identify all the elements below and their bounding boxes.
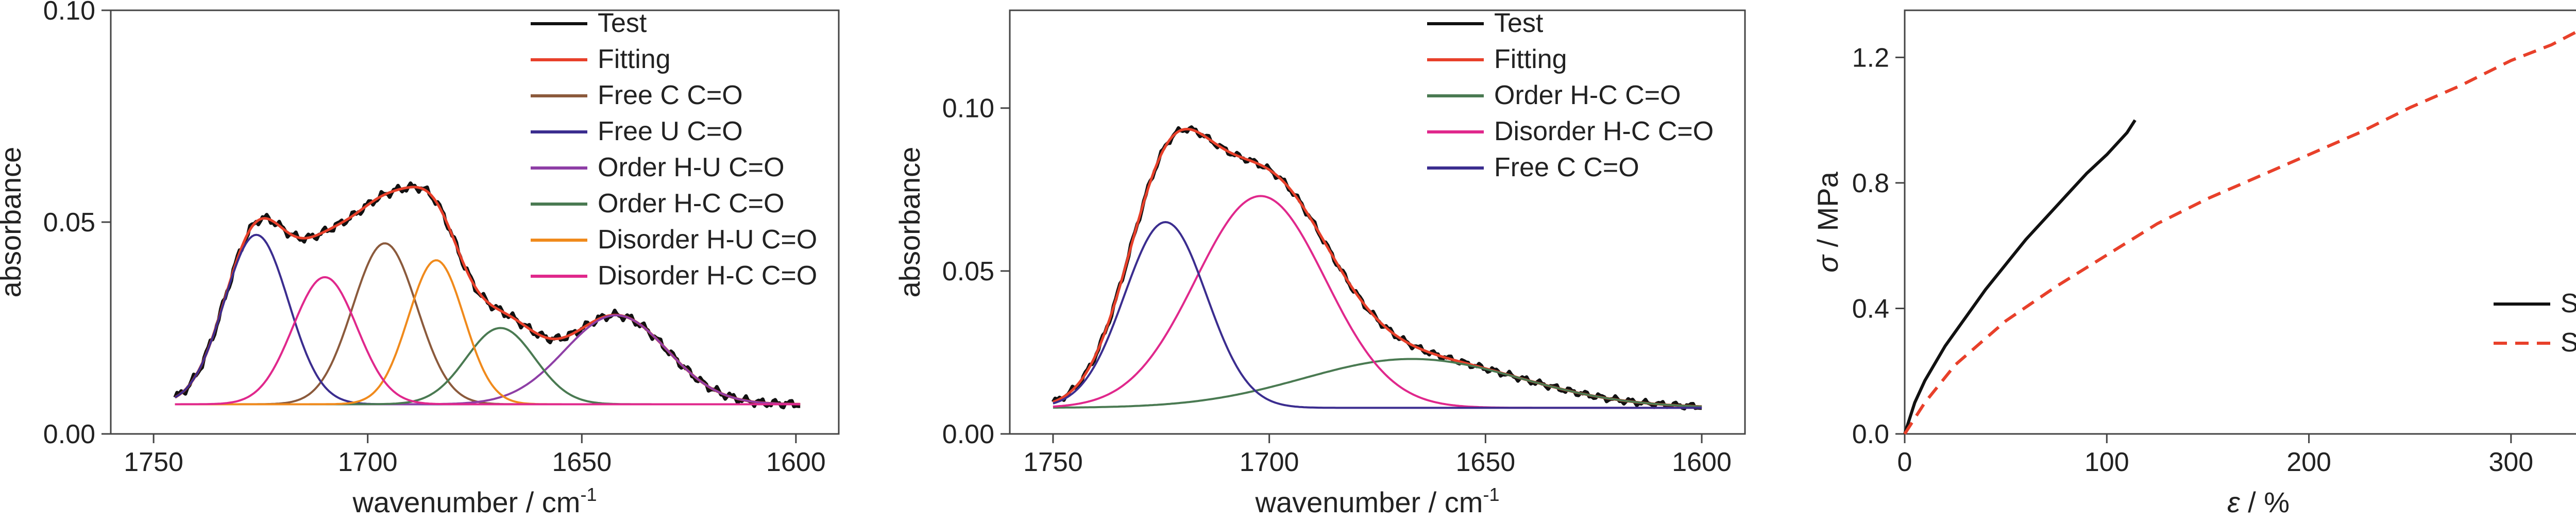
y-axis-label: σ / MPa (1811, 171, 1844, 272)
legend-label: Disorder H-C C=O (1494, 116, 1714, 146)
x-tick-label: 1750 (124, 447, 183, 477)
legend-label: Free C C=O (1494, 153, 1639, 182)
y-tick-label: 0.00 (942, 419, 994, 449)
x-tick-label: 1650 (552, 447, 612, 477)
chart-panel-2: 1750 1700 1650 1600 0.00 0.05 0.10 wavenumber /… (893, 8, 1746, 518)
y-tick-label: 0.00 (43, 419, 95, 449)
x-tick-label: 1650 (1456, 447, 1516, 477)
legend-label: Free U C=O (598, 116, 743, 146)
y-tick-label: 1.2 (1852, 43, 1889, 73)
legend-label: Order H-C C=O (1494, 80, 1681, 110)
plot-frame (1904, 9, 2576, 435)
legend-label: Test (1494, 8, 1544, 38)
legend-label: Order H-C C=O (598, 189, 785, 219)
x-axis-label: ε / % (2227, 486, 2290, 518)
y-tick-label: 0.05 (43, 208, 95, 238)
x-axis-label: wavenumber / cm-1 (352, 484, 597, 518)
x-tick-label: 1700 (338, 447, 398, 477)
legend: Test Fitting Free C C=O Free U C=O Order H-U… (531, 8, 817, 291)
legend-label: Free C C=O (598, 80, 743, 110)
y-tick-label: 0.10 (43, 0, 95, 26)
y-tick-label: 0.8 (1852, 169, 1889, 198)
series-line-order-h-u-c-o (175, 314, 801, 406)
y-axis-label: absorbance (893, 147, 926, 298)
legend-label: S0 (2561, 289, 2576, 318)
plot-frame (110, 9, 840, 435)
legend-label: Test (598, 8, 647, 38)
x-tick-label: 0 (1897, 447, 1912, 477)
legend: S0S4 (2494, 289, 2576, 358)
series-line-fitting (174, 186, 801, 406)
x-tick-label: 1700 (1240, 447, 1299, 477)
series-line-s0 (1903, 119, 2137, 434)
x-tick-label: 1750 (1023, 447, 1083, 477)
series-line-order-h-c-c-o (175, 327, 801, 406)
legend-label: Fitting (598, 44, 671, 74)
series-line-disorder-h-c-c-o (1053, 195, 1702, 409)
series-line-order-h-c-c-o (1053, 358, 1702, 409)
y-tick-label: 0.05 (942, 257, 994, 287)
y-axis-label: absorbance (0, 147, 27, 298)
series-line-s4 (1903, 30, 2576, 435)
series-layer (173, 181, 801, 410)
series-line-free-c-c-o (1053, 221, 1702, 409)
y-tick-label: 0.10 (942, 94, 994, 124)
legend-label: Order H-U C=O (598, 153, 785, 182)
x-tick-label: 1600 (1672, 447, 1732, 477)
legend: Test Fitting Order H-C C=O Disorder H-C C=O… (1427, 8, 1714, 182)
legend-label: S4 (2561, 328, 2576, 358)
series-line-disorder-h-c-c-o (175, 276, 801, 406)
y-tick-label: 0.0 (1852, 419, 1889, 449)
series-layer (1051, 125, 1702, 411)
series-layer (1903, 30, 2576, 435)
x-tick-label: 200 (2286, 447, 2331, 477)
x-axis-label: wavenumber / cm-1 (1255, 484, 1500, 518)
chart-panel-1: 1750 1700 1650 1600 0.00 0.05 0.10 wavenumber /… (0, 0, 840, 518)
legend-label: Fitting (1494, 44, 1567, 74)
legend-label: Disorder H-C C=O (598, 261, 817, 291)
legend-label: Disorder H-U C=O (598, 225, 817, 255)
x-tick-label: 300 (2488, 447, 2533, 477)
plot-frame (1009, 9, 1746, 435)
y-tick-label: 0.4 (1852, 294, 1889, 324)
x-tick-label: 1600 (766, 447, 826, 477)
x-tick-label: 100 (2084, 447, 2129, 477)
